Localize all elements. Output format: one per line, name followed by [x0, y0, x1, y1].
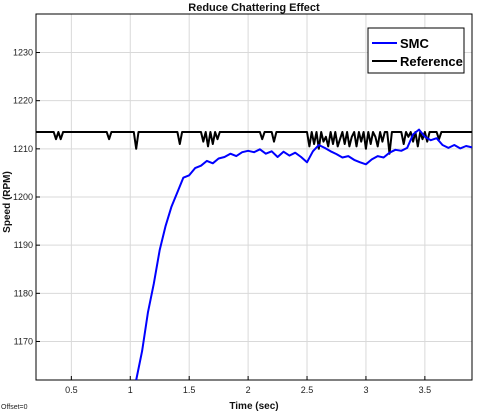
x-tick-label: 1.5 — [183, 385, 196, 395]
legend: SMC Reference — [367, 27, 465, 74]
y-tick-label: 1200 — [13, 192, 33, 202]
x-tick-label: 1 — [128, 385, 133, 395]
y-axis-title: Speed (RPM) — [2, 171, 13, 233]
x-tick-label: 2.5 — [301, 385, 314, 395]
x-tick-label: 3.5 — [419, 385, 432, 395]
x-axis: 0.5 1 1.5 2 2.5 3 3.5 — [65, 376, 431, 395]
y-tick-label: 1180 — [14, 288, 33, 298]
offset-footnote: Offset=0 — [1, 404, 28, 411]
y-tick-label: 1170 — [14, 336, 33, 346]
x-axis-title: Time (sec) — [229, 401, 278, 411]
series-line-smc — [135, 128, 473, 381]
series-layer — [36, 128, 473, 381]
y-tick-label: 1210 — [13, 144, 33, 154]
series-line-reference — [36, 131, 472, 155]
y-tick-label: 1230 — [13, 48, 33, 58]
legend-label-smc: SMC — [400, 36, 430, 51]
legend-label-reference: Reference — [400, 54, 463, 69]
x-tick-label: 0.5 — [65, 385, 78, 395]
y-axis: 1170 1180 1190 1200 1210 1220 1230 — [13, 48, 40, 346]
legend-box — [367, 27, 465, 74]
x-tick-label: 3 — [363, 385, 368, 395]
x-tick-label: 2 — [246, 385, 251, 395]
y-tick-label: 1190 — [14, 240, 33, 250]
y-tick-label: 1220 — [13, 96, 33, 106]
chart-title: Reduce Chattering Effect — [188, 2, 320, 14]
